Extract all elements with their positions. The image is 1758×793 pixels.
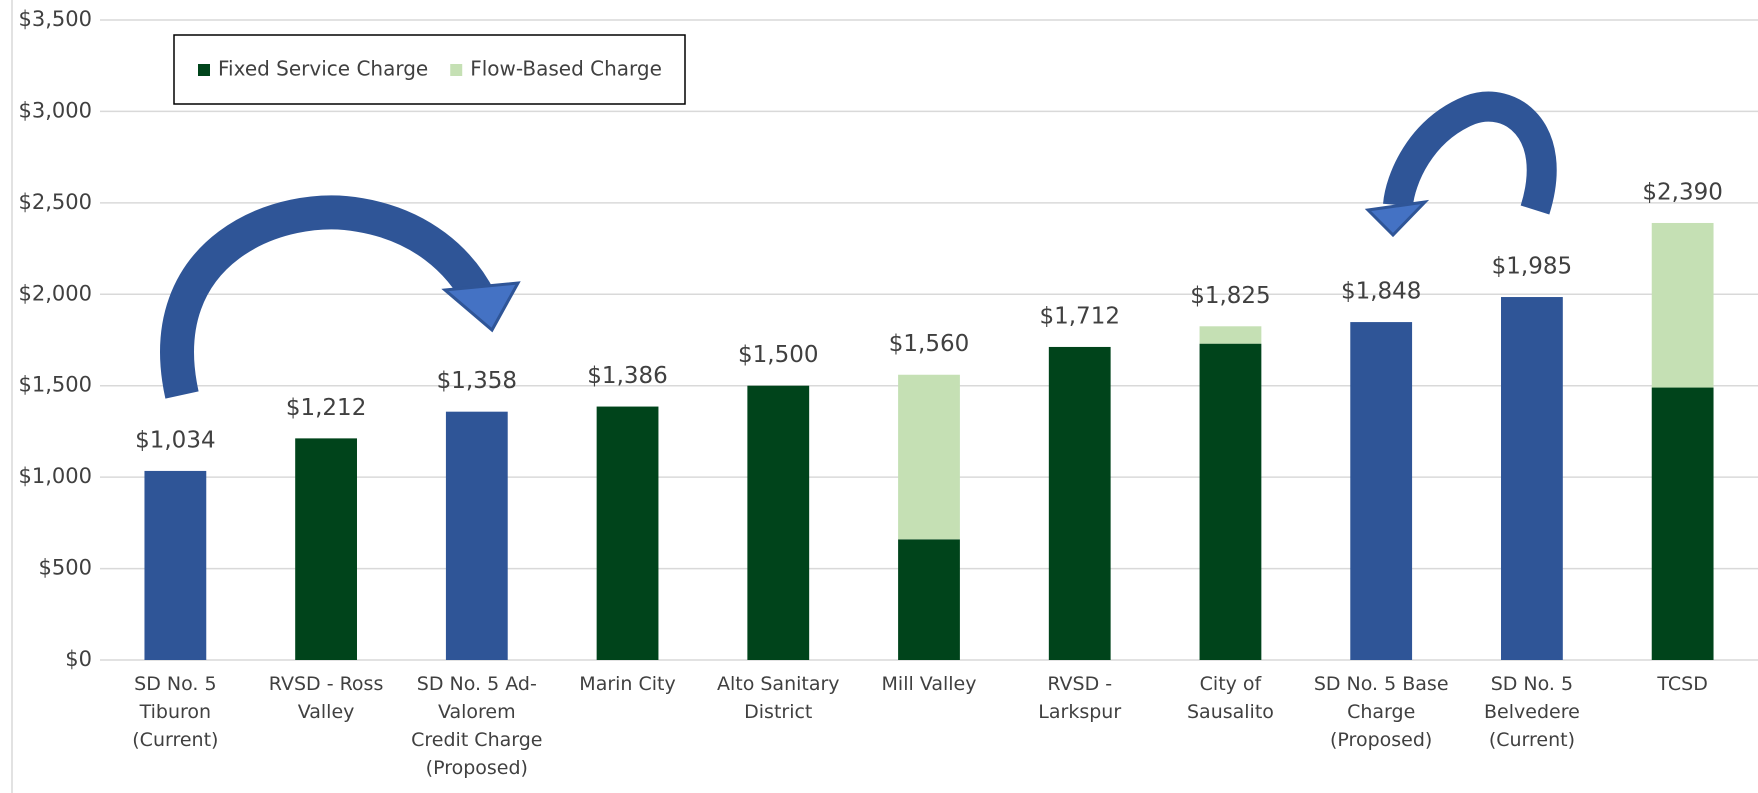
data-label: $2,390 [1642,179,1722,205]
x-tick-label: Alto Sanitary District [716,673,840,723]
bar-segment [445,411,508,660]
x-tick-label: SD No. 5 Ad- Valorem Credit Charge (Prop… [411,673,543,779]
x-tick-label: SD No. 5 Belvedere (Current) [1484,673,1580,751]
bar-segment [144,470,207,660]
x-tick-label: Marin City [579,673,676,695]
data-label: $1,212 [286,395,366,421]
bar-segment [1651,387,1714,660]
data-label: $1,500 [738,342,818,368]
bar-segment [1501,297,1563,660]
bar-segment [596,406,659,660]
data-label: $1,358 [437,368,517,394]
x-tick-label: TCSD [1657,673,1708,695]
bar-segment [898,374,960,540]
arrow-right [1383,91,1557,215]
x-tick-label: SD No. 5 Tiburon (Current) [132,673,219,751]
bar-segment [1199,343,1262,660]
data-label: $1,712 [1039,303,1119,329]
y-tick-label: $1,000 [19,464,92,488]
y-tick-label: $1,500 [19,373,92,397]
legend-label: Flow-Based Charge [470,57,662,81]
y-tick-label: $500 [39,556,92,580]
y-tick-label: $3,000 [19,98,92,122]
bar-segment [747,385,810,660]
x-tick-label: City of Sausalito [1186,673,1274,723]
data-label: $1,560 [889,331,969,357]
data-label: $1,848 [1341,279,1421,305]
data-label: $1,985 [1492,254,1572,280]
y-tick-label: $3,500 [19,7,92,31]
arrows [160,91,1557,399]
y-tick-label: $0 [65,647,92,671]
bar-segment [1651,222,1714,388]
x-tick-label: Mill Valley [881,673,977,695]
legend-box [173,34,686,105]
legend-swatch [450,64,463,76]
legend-label: Fixed Service Charge [218,57,428,81]
bar-segment [1048,346,1111,660]
arrowhead-left [441,281,521,333]
arrow-left [160,195,496,399]
legend-swatch [198,64,210,76]
x-tick-label: RVSD - Ross Valley [268,673,384,723]
data-label: $1,034 [135,427,215,453]
bar-segment [295,438,357,660]
bar-segment [898,539,960,660]
arrowhead-right [1364,199,1430,238]
data-label: $1,386 [587,363,667,389]
x-tick-label: SD No. 5 Base Charge (Proposed) [1313,673,1449,751]
bar-segment [1199,326,1262,344]
y-tick-label: $2,000 [19,281,92,305]
x-tick-label: RVSD - Larkspur [1038,673,1122,723]
bar-segment [1350,322,1413,660]
data-label: $1,825 [1190,283,1270,309]
y-tick-label: $2,500 [19,190,92,214]
